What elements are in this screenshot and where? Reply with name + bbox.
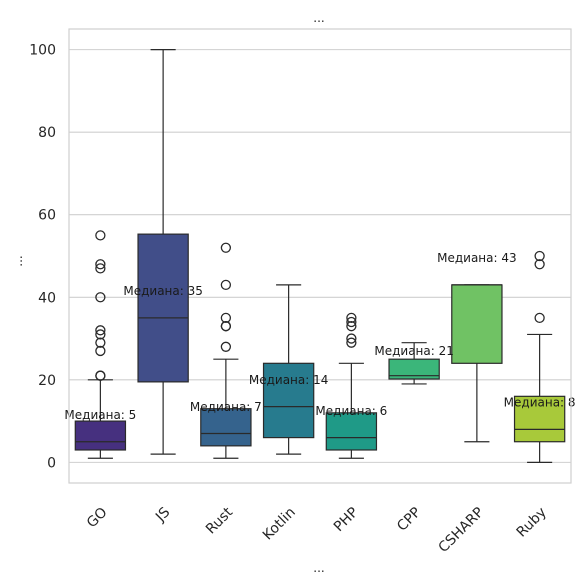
outlier-2-0 — [220, 341, 232, 352]
y-tick-label-5: 100 — [29, 43, 56, 59]
median-label-1: Медиана: 35 — [123, 284, 203, 298]
y-tick-label-1: 20 — [38, 373, 56, 389]
box-series — [74, 49, 566, 463]
y-tick-label-4: 80 — [38, 125, 56, 141]
outlier-2-2 — [220, 321, 232, 332]
outlier-0-7 — [95, 263, 106, 274]
outlier-0-9 — [95, 230, 106, 241]
x-tick-label-0: GO — [84, 504, 111, 531]
outlier-7-0 — [534, 312, 545, 324]
x-tick-label-1: JS — [152, 504, 173, 525]
median-label-4: Медиана: 6 — [315, 404, 387, 418]
box-2 — [200, 408, 252, 447]
x-tick-label-4: PHP — [331, 504, 362, 535]
box-0 — [74, 420, 127, 451]
outlier-2-5 — [220, 242, 232, 253]
median-label-5: Медиана: 21 — [374, 344, 454, 358]
median-label-2: Медиана: 7 — [190, 400, 262, 414]
x-tick-label-5: CPP — [394, 504, 424, 534]
outlier-7-1 — [534, 259, 545, 270]
x-axis-title: ... — [313, 561, 324, 575]
outlier-4-4 — [346, 312, 357, 324]
outlier-2-3 — [220, 312, 232, 324]
x-tick-label-6: CSHARP — [436, 504, 488, 556]
median-label-0: Медиана: 5 — [64, 408, 136, 422]
outlier-4-0 — [346, 337, 357, 348]
outlier-4-3 — [346, 316, 357, 328]
outlier-0-4 — [95, 329, 106, 340]
box-5 — [388, 358, 440, 380]
outlier-0-1 — [95, 370, 106, 381]
y-tick-label-2: 40 — [38, 290, 56, 306]
x-tick-label-2: Rust — [203, 504, 236, 537]
median-label-6: Медиана: 43 — [437, 251, 517, 265]
plot-frame — [68, 28, 572, 484]
outlier-0-6 — [95, 292, 106, 303]
box-4 — [325, 412, 378, 451]
y-tick-label-0: 0 — [47, 455, 56, 471]
outlier-0-5 — [95, 325, 106, 336]
box-7 — [513, 395, 566, 443]
box-6 — [451, 284, 503, 364]
x-tick-label-3: Kotlin — [260, 504, 299, 543]
outlier-0-2 — [95, 345, 106, 357]
outlier-4-1 — [346, 333, 357, 344]
median-label-7: Медиана: 8 — [504, 396, 576, 410]
y-tick-label-3: 60 — [38, 208, 56, 224]
outlier-2-4 — [220, 279, 232, 291]
x-tick-label-7: Ruby — [514, 504, 550, 540]
outlier-7-2 — [534, 250, 545, 262]
outlier-0-8 — [95, 259, 106, 270]
y-axis-title: ... — [11, 255, 25, 266]
median-label-3: Медиана: 14 — [249, 373, 329, 387]
chart-title: ... — [313, 11, 324, 25]
outlier-4-2 — [346, 321, 357, 332]
box-1 — [137, 233, 189, 383]
box-3 — [262, 362, 315, 439]
outlier-0-3 — [95, 337, 106, 348]
median-labels: Медиана: 5 Медиана: 35 Медиана: 7 Медиана: … — [64, 251, 575, 422]
